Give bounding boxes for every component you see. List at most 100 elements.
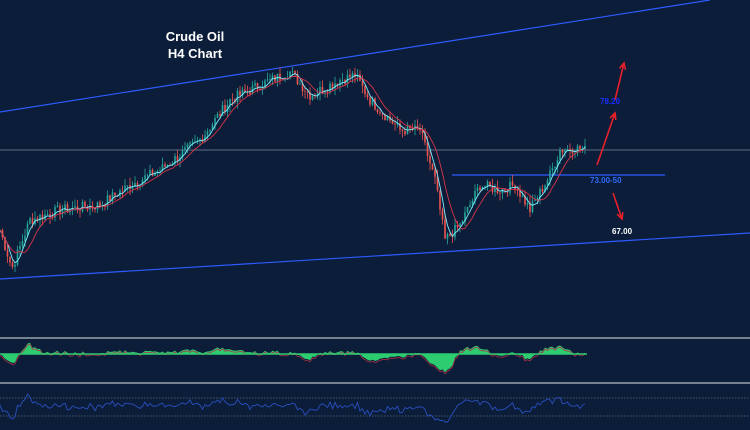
candle-body — [11, 262, 14, 267]
candle-body — [251, 85, 254, 95]
candle-body — [231, 99, 234, 100]
candle-body — [4, 237, 6, 251]
arrow-down-head — [616, 211, 624, 221]
candle-body — [329, 83, 331, 92]
candle-body — [401, 129, 404, 131]
candle-body — [444, 219, 446, 239]
candle-body — [349, 74, 351, 78]
candle-body — [26, 223, 29, 236]
candle-body — [486, 181, 489, 187]
candle-body — [59, 205, 61, 215]
candle-body — [181, 150, 184, 158]
candle-body — [561, 150, 564, 153]
candle-body — [476, 187, 479, 191]
candle-body — [129, 184, 131, 189]
candle-body — [279, 73, 281, 80]
candle-body — [384, 114, 386, 121]
candle-body — [299, 83, 301, 85]
candle-body — [534, 200, 536, 202]
candle-body — [466, 206, 469, 213]
candle-body — [441, 209, 444, 220]
candle-body — [304, 91, 306, 92]
candle-body — [196, 140, 199, 142]
candle-body — [84, 201, 86, 208]
candle-body — [131, 186, 134, 189]
candle-body — [521, 195, 524, 197]
candle-body — [549, 170, 551, 181]
candle-body — [256, 83, 259, 89]
candle-body — [209, 129, 211, 132]
candle-body — [574, 152, 576, 154]
candle-body — [421, 130, 424, 134]
candle-body — [9, 256, 11, 263]
candle-body — [64, 204, 66, 211]
candle-body — [366, 94, 369, 98]
candle-body — [191, 141, 194, 143]
candle-body — [369, 97, 371, 105]
candle-body — [206, 131, 209, 136]
candle-body — [271, 75, 274, 79]
candle-body — [161, 164, 164, 171]
candle-body — [364, 85, 366, 95]
arrow-down — [612, 192, 623, 220]
candle-body — [569, 148, 571, 151]
candle-body — [166, 165, 169, 167]
arrow-up-2-head — [618, 61, 627, 71]
chart-title: Crude Oil — [165, 29, 225, 44]
slow-moving-average — [0, 76, 586, 254]
candle-body — [439, 190, 441, 210]
candle-body — [249, 91, 251, 95]
candle-body — [136, 183, 139, 186]
fast-moving-average — [0, 73, 586, 264]
candle-body — [511, 181, 514, 186]
candle-body — [319, 86, 321, 94]
candle-body — [546, 180, 549, 186]
candle-body — [446, 233, 449, 239]
candle-body — [331, 83, 334, 89]
arrow-up-1-head — [609, 111, 617, 121]
candle-body — [21, 241, 24, 246]
chart-subtitle: H4 Chart — [167, 46, 223, 61]
candle-body — [289, 71, 291, 79]
candle-body — [564, 150, 566, 153]
candle-body — [311, 95, 314, 100]
candle-body — [46, 214, 49, 215]
candle-body — [424, 133, 426, 143]
candle-body — [259, 88, 261, 91]
candle-body — [316, 93, 319, 96]
candle-body — [381, 113, 384, 115]
candle-body — [91, 205, 94, 208]
candle-body — [186, 144, 189, 148]
candle-body — [189, 142, 191, 145]
candle-body — [19, 245, 21, 250]
candle-body — [326, 91, 329, 92]
candle-body — [469, 204, 471, 207]
candle-body — [221, 105, 224, 116]
candle-body — [519, 190, 521, 197]
candle-body — [459, 223, 461, 227]
candle-body — [339, 80, 341, 86]
candle-body — [226, 104, 229, 113]
candle-body — [509, 181, 511, 193]
candle-body — [324, 91, 326, 93]
candle-body — [216, 114, 219, 118]
candle-body — [74, 206, 76, 208]
candle-body — [334, 83, 336, 89]
candle-body — [54, 206, 56, 218]
candle-body — [6, 250, 9, 257]
candle-body — [376, 109, 379, 113]
candle-body — [404, 130, 406, 135]
candle-body — [94, 207, 96, 210]
candle-body — [394, 123, 396, 125]
candle-body — [266, 79, 269, 81]
histogram-area — [0, 342, 585, 373]
candle-body — [236, 90, 239, 102]
candle-body — [531, 201, 534, 213]
candle-body — [254, 83, 256, 86]
candle-body — [239, 90, 241, 96]
candle-body — [66, 204, 69, 213]
candle-body — [449, 233, 451, 236]
candle-body — [336, 83, 339, 86]
candle-body — [151, 170, 154, 176]
candle-body — [224, 105, 226, 113]
